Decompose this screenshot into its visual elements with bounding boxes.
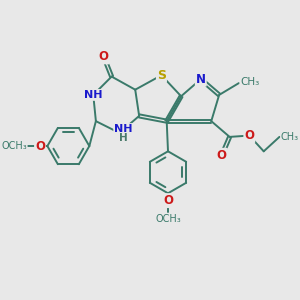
Text: O: O [99, 50, 109, 63]
Text: OCH₃: OCH₃ [155, 214, 181, 224]
Text: OCH₃: OCH₃ [1, 141, 27, 151]
Text: CH₃: CH₃ [281, 132, 299, 142]
Text: O: O [244, 129, 254, 142]
Text: NH: NH [114, 124, 133, 134]
Text: H: H [119, 133, 128, 143]
Text: O: O [35, 140, 45, 153]
Text: CH₃: CH₃ [240, 77, 260, 87]
Text: O: O [163, 194, 173, 207]
Text: NH: NH [84, 90, 103, 100]
Text: S: S [157, 69, 166, 82]
Text: O: O [217, 149, 227, 162]
Text: N: N [196, 73, 206, 86]
